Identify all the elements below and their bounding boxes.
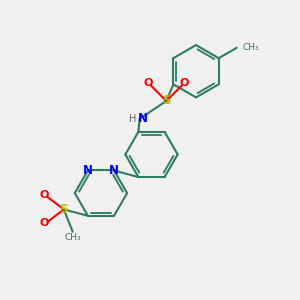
Text: H: H bbox=[129, 114, 137, 124]
Text: N: N bbox=[138, 112, 148, 125]
Text: O: O bbox=[179, 78, 189, 88]
Text: CH₃: CH₃ bbox=[64, 233, 81, 242]
Text: O: O bbox=[144, 78, 153, 88]
Text: N: N bbox=[83, 164, 93, 177]
Text: S: S bbox=[60, 203, 68, 216]
Text: CH₃: CH₃ bbox=[242, 43, 259, 52]
Text: N: N bbox=[109, 164, 119, 177]
Text: O: O bbox=[39, 218, 49, 228]
Text: S: S bbox=[162, 94, 171, 107]
Text: O: O bbox=[39, 190, 49, 200]
